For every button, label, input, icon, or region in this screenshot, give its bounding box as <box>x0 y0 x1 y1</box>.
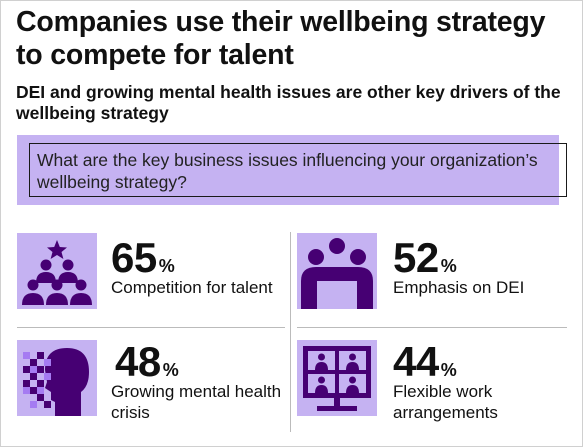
stat-number: 52 <box>393 234 439 281</box>
page-subtitle: DEI and growing mental health issues are… <box>16 82 561 123</box>
stat-label: Growing mental health crisis <box>111 382 282 422</box>
stat-value: 65% <box>111 236 175 280</box>
page-title: Companies use their wellbeing strategy t… <box>16 6 546 71</box>
stat-number: 44 <box>393 338 439 385</box>
vertical-divider <box>290 232 291 432</box>
stat-value: 48% <box>115 340 179 384</box>
stat-value: 52% <box>393 236 457 280</box>
right-divider <box>297 327 567 328</box>
survey-question: What are the key business issues influen… <box>29 143 567 197</box>
percent-sign: % <box>158 256 175 276</box>
stat-number: 48 <box>115 338 161 385</box>
stat-label: Competition for talent <box>111 278 273 297</box>
percent-sign: % <box>440 360 457 380</box>
percent-sign: % <box>440 256 457 276</box>
pixel-head-icon <box>17 340 97 416</box>
stat-number: 65 <box>111 234 157 281</box>
left-divider <box>17 327 285 328</box>
stat-label: Emphasis on DEI <box>393 278 525 297</box>
stat-label: Flexible work arrangements <box>393 382 498 422</box>
percent-sign: % <box>162 360 179 380</box>
group-icon <box>297 233 377 309</box>
stat-value: 44% <box>393 340 457 384</box>
people-star-icon <box>17 233 97 309</box>
question-highlight <box>17 135 559 205</box>
video-call-icon <box>297 340 377 416</box>
